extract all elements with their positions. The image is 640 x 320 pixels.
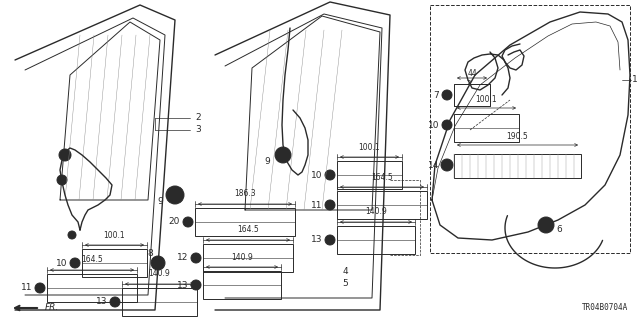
Circle shape [191,280,201,290]
Text: 9: 9 [157,197,163,206]
Text: 140.9: 140.9 [231,252,253,261]
Text: 3: 3 [195,125,201,134]
Circle shape [68,231,76,239]
Circle shape [151,256,165,270]
Bar [337,191,427,219]
Text: 186.3: 186.3 [234,189,256,198]
Circle shape [441,159,453,171]
Circle shape [70,258,80,268]
Circle shape [325,170,335,180]
Bar [454,154,581,178]
Text: 164.5: 164.5 [81,255,103,265]
Text: 140.9: 140.9 [365,207,387,217]
Bar [82,249,147,277]
Text: 100.1: 100.1 [104,230,125,239]
Circle shape [166,186,184,204]
Text: TR04B0704A: TR04B0704A [582,303,628,312]
Text: 9: 9 [264,157,270,166]
Text: 100.1: 100.1 [358,142,380,151]
Bar [122,288,197,316]
Circle shape [35,283,45,293]
Bar [195,208,295,236]
Text: 4: 4 [342,268,348,276]
Text: 1: 1 [632,76,637,84]
Circle shape [538,217,554,233]
Text: 2: 2 [195,114,200,123]
Text: 10: 10 [310,171,322,180]
Bar [203,244,293,272]
Text: 2: 2 [467,80,472,86]
Text: 164.5: 164.5 [237,226,259,235]
Bar [454,84,490,106]
Bar [337,161,402,189]
Text: 8: 8 [147,249,153,258]
Text: 5: 5 [342,279,348,289]
Circle shape [325,200,335,210]
Text: 190.5: 190.5 [506,132,528,141]
Text: 11: 11 [310,201,322,210]
Circle shape [442,120,452,130]
Bar [454,114,519,142]
Text: 100.1: 100.1 [475,95,497,104]
Text: 13: 13 [177,281,188,290]
Text: 20: 20 [168,218,180,227]
Circle shape [275,147,291,163]
Text: 140.9: 140.9 [148,269,170,278]
Circle shape [59,149,71,161]
Text: 164.5: 164.5 [371,172,393,181]
Circle shape [57,175,67,185]
Bar [430,5,630,253]
Circle shape [325,235,335,245]
Circle shape [191,253,201,263]
Text: 14: 14 [428,161,439,170]
Text: FR.: FR. [45,303,60,313]
Text: 11: 11 [20,284,32,292]
Text: 13: 13 [95,298,107,307]
Circle shape [183,217,193,227]
Text: 13: 13 [310,236,322,244]
Text: 6: 6 [556,226,562,235]
Circle shape [442,90,452,100]
Bar [203,271,281,299]
Text: 10: 10 [56,259,67,268]
Text: 7: 7 [433,91,439,100]
Bar [337,226,415,254]
Circle shape [110,297,120,307]
Bar [47,274,137,302]
Text: 12: 12 [177,253,188,262]
Text: 10: 10 [428,121,439,130]
Text: 44: 44 [467,68,477,77]
